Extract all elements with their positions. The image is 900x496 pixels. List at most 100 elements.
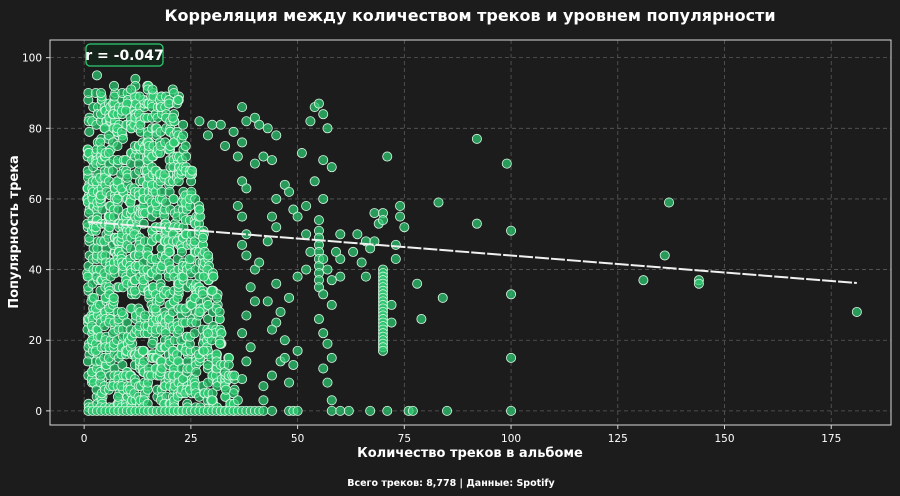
data-point bbox=[138, 345, 149, 356]
data-point bbox=[313, 215, 324, 226]
data-point bbox=[693, 278, 704, 289]
data-point bbox=[237, 239, 248, 250]
data-point bbox=[237, 102, 248, 113]
data-point bbox=[194, 306, 205, 317]
annotation-box bbox=[85, 43, 164, 67]
data-point bbox=[390, 253, 401, 264]
data-point bbox=[266, 324, 277, 335]
correlation-annotation: r = -0.047 bbox=[85, 43, 164, 67]
data-point bbox=[202, 130, 213, 141]
data-point bbox=[237, 374, 248, 385]
data-point bbox=[275, 306, 286, 317]
data-point bbox=[112, 140, 123, 151]
correlation-label: r = -0.047 bbox=[85, 48, 163, 64]
y-tick-label: 20 bbox=[29, 335, 42, 347]
data-point bbox=[360, 271, 371, 282]
data-point bbox=[208, 271, 219, 282]
data-point bbox=[197, 232, 208, 243]
data-point bbox=[107, 165, 118, 176]
data-point bbox=[322, 123, 333, 134]
data-point bbox=[84, 126, 95, 137]
data-point bbox=[322, 338, 333, 349]
data-point bbox=[356, 257, 367, 268]
data-point bbox=[232, 395, 243, 406]
data-point bbox=[433, 197, 444, 208]
data-point bbox=[95, 87, 106, 98]
data-point bbox=[232, 201, 243, 212]
data-point bbox=[266, 405, 277, 416]
x-tick-label: 0 bbox=[81, 433, 88, 445]
data-point bbox=[326, 162, 337, 173]
data-point bbox=[187, 165, 198, 176]
data-point bbox=[245, 282, 256, 293]
data-point bbox=[471, 133, 482, 144]
data-point bbox=[399, 222, 410, 233]
data-point bbox=[133, 158, 144, 169]
data-point bbox=[180, 140, 191, 151]
data-point bbox=[126, 84, 137, 95]
data-point bbox=[335, 405, 346, 416]
data-point bbox=[258, 405, 269, 416]
data-points bbox=[82, 70, 862, 416]
data-point bbox=[191, 367, 202, 378]
data-point bbox=[207, 119, 218, 130]
data-point bbox=[245, 342, 256, 353]
data-point bbox=[258, 151, 269, 162]
data-point bbox=[331, 246, 342, 257]
data-point bbox=[271, 193, 282, 204]
data-point bbox=[258, 381, 269, 392]
y-tick-label: 60 bbox=[29, 194, 42, 206]
data-point bbox=[851, 306, 862, 317]
data-point bbox=[412, 278, 423, 289]
data-point bbox=[288, 359, 299, 370]
data-point bbox=[189, 328, 200, 339]
data-point bbox=[202, 359, 213, 370]
data-point bbox=[241, 310, 252, 321]
data-point bbox=[178, 130, 189, 141]
data-point bbox=[109, 80, 120, 91]
data-point bbox=[416, 314, 427, 325]
data-point bbox=[322, 377, 333, 388]
data-point bbox=[318, 363, 329, 374]
x-tick-label: 75 bbox=[398, 433, 411, 445]
data-point bbox=[258, 395, 269, 406]
data-point bbox=[164, 246, 175, 257]
y-tick-label: 0 bbox=[35, 406, 42, 418]
data-point bbox=[506, 225, 517, 236]
data-point bbox=[241, 356, 252, 367]
data-point bbox=[203, 250, 214, 261]
data-point bbox=[214, 306, 225, 317]
data-point bbox=[322, 264, 333, 275]
data-point bbox=[506, 405, 517, 416]
data-point bbox=[326, 299, 337, 310]
data-point bbox=[211, 292, 222, 303]
data-point bbox=[262, 123, 273, 134]
data-point bbox=[254, 119, 265, 130]
data-point bbox=[223, 359, 234, 370]
data-point bbox=[377, 215, 388, 226]
y-tick-label: 40 bbox=[29, 265, 42, 277]
data-point bbox=[228, 126, 239, 137]
data-point bbox=[335, 271, 346, 282]
data-point bbox=[108, 292, 119, 303]
data-point bbox=[365, 405, 376, 416]
data-point bbox=[442, 405, 453, 416]
data-point bbox=[168, 193, 179, 204]
data-point bbox=[202, 377, 213, 388]
data-point bbox=[194, 204, 205, 215]
data-point bbox=[292, 345, 303, 356]
data-point bbox=[184, 253, 195, 264]
data-point bbox=[326, 405, 337, 416]
data-point bbox=[292, 405, 303, 416]
data-point bbox=[249, 158, 260, 169]
data-point bbox=[117, 359, 128, 370]
data-point bbox=[305, 246, 316, 257]
data-point bbox=[254, 257, 265, 268]
data-point bbox=[318, 253, 329, 264]
data-point bbox=[395, 211, 406, 222]
data-point bbox=[241, 250, 252, 261]
data-point bbox=[318, 109, 329, 120]
data-point bbox=[198, 345, 209, 356]
data-point bbox=[313, 98, 324, 109]
